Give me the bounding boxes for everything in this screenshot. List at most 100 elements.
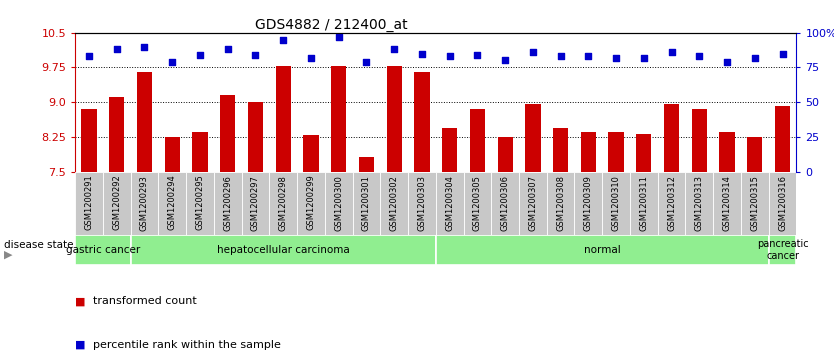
Point [277, 37, 290, 42]
Point [554, 53, 567, 59]
Bar [686, 172, 713, 235]
Bar [609, 132, 624, 172]
Bar [380, 172, 408, 235]
Point [748, 55, 761, 61]
Point [443, 53, 456, 59]
Bar [75, 172, 103, 235]
Bar [331, 66, 346, 172]
Bar [553, 127, 568, 172]
Bar [220, 95, 235, 172]
Point [221, 46, 234, 52]
Bar [109, 98, 124, 172]
Text: GSM1200293: GSM1200293 [140, 175, 149, 231]
Point [610, 55, 623, 61]
Bar [658, 172, 686, 235]
Point [359, 59, 373, 65]
Text: GSM1200297: GSM1200297 [251, 175, 260, 231]
Point [193, 52, 207, 58]
Bar [164, 137, 180, 172]
Bar [691, 109, 707, 172]
Text: GSM1200311: GSM1200311 [640, 175, 648, 231]
Bar [324, 172, 353, 235]
Point [249, 52, 262, 58]
Bar [664, 105, 679, 172]
Bar [575, 172, 602, 235]
Bar [103, 172, 131, 235]
Text: GSM1200306: GSM1200306 [500, 175, 510, 231]
Text: transformed count: transformed count [93, 296, 197, 306]
Bar [769, 235, 796, 265]
Text: GSM1200299: GSM1200299 [306, 175, 315, 231]
Bar [525, 105, 540, 172]
Bar [269, 172, 297, 235]
Text: ■: ■ [75, 296, 86, 306]
Text: GSM1200314: GSM1200314 [722, 175, 731, 231]
Bar [741, 172, 769, 235]
Point [693, 53, 706, 59]
Text: GSM1200302: GSM1200302 [389, 175, 399, 231]
Text: GSM1200316: GSM1200316 [778, 175, 787, 231]
Point [776, 50, 789, 56]
Bar [435, 172, 464, 235]
Point [637, 55, 651, 61]
Text: GSM1200309: GSM1200309 [584, 175, 593, 231]
Point [165, 59, 178, 65]
Text: GSM1200295: GSM1200295 [195, 175, 204, 231]
Bar [275, 66, 291, 172]
Bar [636, 134, 651, 172]
Text: percentile rank within the sample: percentile rank within the sample [93, 340, 281, 350]
Point [526, 49, 540, 55]
Bar [214, 172, 242, 235]
Text: GSM1200304: GSM1200304 [445, 175, 455, 231]
Text: disease state: disease state [4, 240, 73, 250]
Text: GDS4882 / 212400_at: GDS4882 / 212400_at [255, 18, 408, 32]
Text: GSM1200315: GSM1200315 [751, 175, 759, 231]
Text: GSM1200308: GSM1200308 [556, 175, 565, 231]
Bar [470, 109, 485, 172]
Point [332, 34, 345, 40]
Bar [304, 135, 319, 172]
Text: pancreatic
cancer: pancreatic cancer [756, 239, 808, 261]
Point [415, 50, 429, 56]
Text: gastric cancer: gastric cancer [66, 245, 140, 255]
Text: GSM1200312: GSM1200312 [667, 175, 676, 231]
Text: hepatocellular carcinoma: hepatocellular carcinoma [217, 245, 349, 255]
Bar [580, 132, 596, 172]
Bar [75, 235, 131, 265]
Bar [442, 127, 457, 172]
Bar [193, 132, 208, 172]
Bar [775, 106, 791, 172]
Text: normal: normal [584, 245, 620, 255]
Bar [137, 72, 152, 172]
Bar [713, 172, 741, 235]
Text: GSM1200298: GSM1200298 [279, 175, 288, 231]
Bar [414, 72, 430, 172]
Bar [435, 235, 769, 265]
Bar [547, 172, 575, 235]
Bar [464, 172, 491, 235]
Bar [519, 172, 547, 235]
Bar [242, 172, 269, 235]
Point [721, 59, 734, 65]
Point [83, 53, 96, 59]
Point [499, 58, 512, 64]
Bar [158, 172, 186, 235]
Bar [769, 172, 796, 235]
Text: GSM1200301: GSM1200301 [362, 175, 371, 231]
Point [110, 46, 123, 52]
Text: GSM1200307: GSM1200307 [529, 175, 537, 231]
Text: GSM1200300: GSM1200300 [334, 175, 343, 231]
Bar [720, 132, 735, 172]
Text: GSM1200303: GSM1200303 [417, 175, 426, 231]
Bar [386, 66, 402, 172]
Point [138, 44, 151, 49]
Point [304, 55, 318, 61]
Bar [297, 172, 324, 235]
Text: GSM1200296: GSM1200296 [224, 175, 232, 231]
Bar [491, 172, 519, 235]
Bar [186, 172, 214, 235]
Text: ■: ■ [75, 340, 86, 350]
Bar [359, 157, 374, 172]
Point [665, 49, 678, 55]
Text: GSM1200291: GSM1200291 [84, 175, 93, 231]
